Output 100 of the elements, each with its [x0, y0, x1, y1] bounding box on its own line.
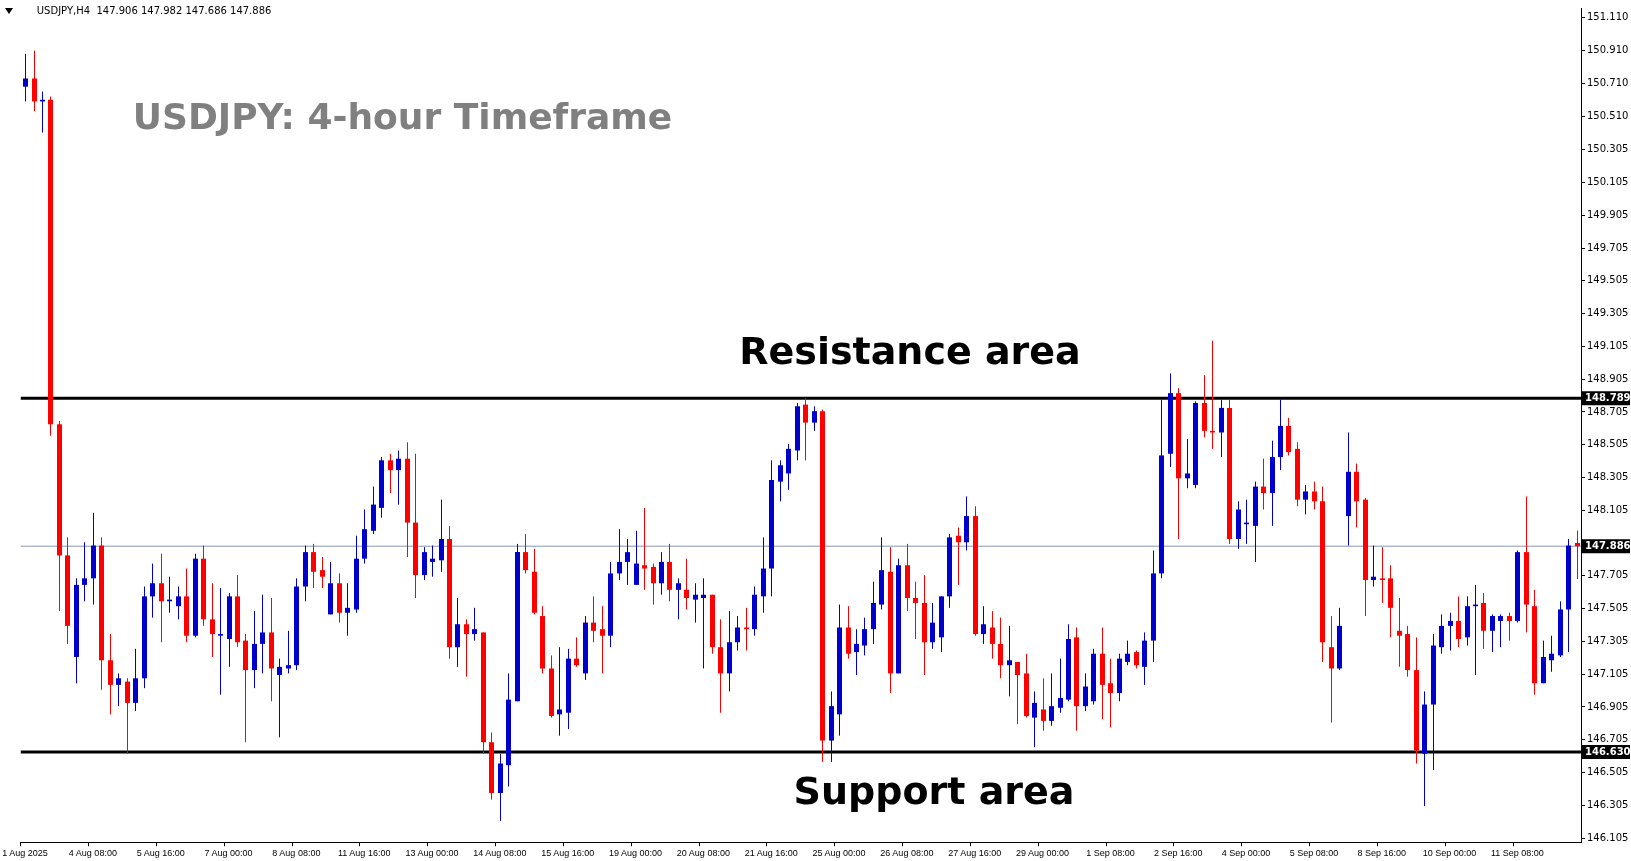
annotation: Support area: [793, 768, 1075, 813]
x-tick-label: 8 Aug 08:00: [272, 848, 321, 859]
x-tick-label: 8 Sep 16:00: [1357, 848, 1407, 859]
candlestick: [1058, 658, 1063, 714]
y-tick-label: 150.305: [1587, 143, 1629, 155]
candlestick: [320, 556, 325, 589]
candlestick: [523, 533, 528, 574]
x-tick-label: 5 Sep 08:00: [1289, 848, 1339, 859]
candlestick: [803, 397, 808, 461]
candlestick: [464, 618, 469, 678]
candlestick: [701, 577, 706, 669]
candlestick: [82, 541, 87, 602]
candlestick: [1448, 612, 1453, 651]
candlestick: [913, 581, 918, 640]
candlestick: [286, 630, 291, 674]
y-tick-label: 150.510: [1587, 109, 1629, 121]
candlestick: [396, 450, 401, 506]
x-tick-label: 13 Aug 00:00: [405, 848, 459, 859]
candlestick: [159, 553, 164, 643]
x-tick-label: 1 Aug 2025: [2, 848, 48, 859]
x-tick-label: 21 Aug 16:00: [744, 848, 798, 859]
y-tick-label: 146.505: [1587, 766, 1629, 778]
y-tick-label: 146.905: [1587, 700, 1629, 712]
annotation: Resistance area: [739, 328, 1081, 373]
candlestick: [1549, 635, 1554, 673]
y-tick-label: 149.105: [1587, 340, 1629, 352]
candlestick: [557, 646, 562, 737]
candlestick: [634, 530, 639, 586]
y-tick-label: 147.305: [1587, 635, 1629, 647]
candlestick: [1015, 661, 1020, 725]
candlestick: [778, 459, 783, 502]
candlestick: [1032, 690, 1037, 748]
y-tick-label: 148.905: [1587, 372, 1629, 384]
candlestick: [1007, 625, 1012, 697]
candlestick: [1185, 438, 1190, 489]
y-tick-label: 149.505: [1587, 274, 1629, 286]
candlestick: [600, 605, 605, 674]
candlestick: [1125, 640, 1130, 666]
candlestick: [990, 610, 995, 660]
x-tick-label: 11 Aug 16:00: [338, 848, 391, 859]
candlestick: [345, 582, 350, 637]
candlestick: [439, 499, 444, 573]
candlestick: [735, 615, 740, 651]
ref-line-label: 148.789: [1585, 391, 1631, 403]
candlestick: [277, 658, 282, 738]
x-tick-label: 4 Aug 08:00: [68, 848, 117, 859]
y-tick-label: 149.305: [1587, 307, 1629, 319]
candlestick: [455, 597, 460, 668]
x-tick-label: 2 Sep 16:00: [1153, 848, 1203, 859]
candlestick: [812, 405, 817, 432]
candlestick: [956, 527, 961, 586]
candlestick: [684, 558, 689, 610]
candlestick: [1049, 672, 1054, 727]
candlestick: [32, 50, 37, 112]
candlestick: [642, 507, 647, 591]
x-tick-label: 19 Aug 00:00: [609, 848, 663, 859]
candlestick: [472, 607, 477, 642]
chart-subtitle: USDJPY,H4 147.906 147.982 147.686 147.886: [36, 4, 272, 16]
candlestick: [862, 617, 867, 656]
candlestick: [1490, 613, 1495, 653]
ref-line-label: 146.630: [1585, 745, 1631, 757]
y-tick-label: 148.505: [1587, 438, 1629, 450]
y-tick-label: 148.705: [1587, 405, 1629, 417]
x-tick-label: 20 Aug 08:00: [676, 848, 730, 859]
x-tick-label: 29 Aug 00:00: [1016, 848, 1070, 859]
candlestick: [930, 602, 935, 650]
candlestick: [1041, 677, 1046, 732]
candlestick: [218, 587, 223, 696]
y-tick-label: 149.705: [1587, 241, 1629, 253]
x-tick-label: 14 Aug 08:00: [473, 848, 527, 859]
candlestick: [1134, 649, 1139, 669]
y-tick-label: 150.910: [1587, 44, 1629, 56]
candlestick: [422, 546, 427, 581]
candlestick: [1303, 484, 1308, 515]
ref-line-label: 147.886: [1585, 539, 1631, 551]
x-tick-label: 27 Aug 16:00: [948, 848, 1002, 859]
x-tick-label: 11 Sep 08:00: [1490, 848, 1544, 859]
y-tick-label: 147.705: [1587, 569, 1629, 581]
y-tick-label: 148.105: [1587, 503, 1629, 515]
candlestick: [1498, 613, 1503, 648]
candlestick: [854, 628, 859, 676]
candlestick: [591, 595, 596, 643]
y-tick-label: 150.105: [1587, 176, 1629, 188]
x-tick-label: 7 Aug 00:00: [204, 848, 253, 859]
candlestick: [311, 543, 316, 589]
candlestick: [659, 551, 664, 596]
y-tick-label: 146.705: [1587, 733, 1629, 745]
candlestick: [981, 605, 986, 645]
candlestick: [625, 538, 630, 586]
candlestick: [150, 563, 155, 619]
text: USDJPY: 4-hour Timeframe: [132, 96, 673, 138]
candlestick: [693, 582, 698, 624]
candlestick: [1456, 595, 1461, 648]
y-tick-label: 147.505: [1587, 602, 1629, 614]
y-tick-label: 149.905: [1587, 208, 1629, 220]
candlestick: [1329, 615, 1334, 724]
candlestick: [1397, 597, 1402, 668]
candlestick: [430, 545, 435, 578]
y-tick-label: 151.110: [1587, 11, 1629, 23]
candlestick: [260, 594, 265, 674]
